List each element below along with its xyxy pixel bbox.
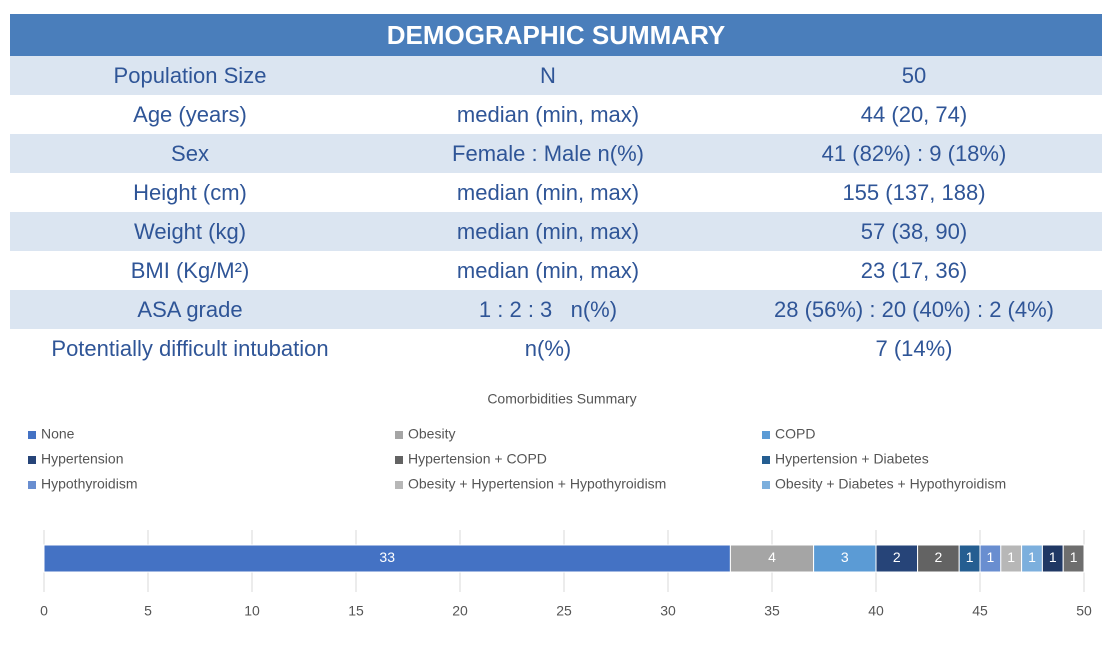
table-row: ASA grade 1 : 2 : 3 n(%) 28 (56%) : 20 (40… — [10, 290, 1102, 329]
x-tick-label: 20 — [452, 603, 468, 619]
table-cell: N — [540, 63, 556, 88]
x-tick-label: 45 — [972, 603, 988, 619]
table-row: Weight (kg) median (min, max) 57 (38, 90) — [10, 212, 1102, 251]
bar-segment — [813, 544, 877, 573]
bar-segment — [979, 544, 1002, 573]
table-cell: 28 (56%) : 20 (40%) : 2 (4%) — [773, 297, 1054, 322]
x-tick-label: 5 — [144, 603, 152, 619]
chart-title: Comorbidities Summary — [487, 391, 636, 407]
legend-swatch — [395, 481, 403, 489]
bar-segment — [917, 544, 960, 573]
table-cell: Potentially difficult intubation — [51, 336, 329, 361]
legend-label: Hypertension + COPD — [408, 451, 547, 467]
x-tick-label: 35 — [764, 603, 780, 619]
table-cell: Weight (kg) — [133, 219, 247, 244]
table-cell: ASA grade — [137, 297, 243, 322]
table-row: Height (cm) median (min, max) 155 (137, 18… — [10, 173, 1102, 212]
legend-swatch — [762, 456, 770, 464]
table-cell: median (min, max) — [456, 102, 640, 127]
legend-label: Hypertension + Diabetes — [775, 451, 929, 467]
legend-label: COPD — [775, 426, 815, 442]
legend-swatch — [28, 481, 36, 489]
data-label: 33 — [379, 549, 395, 565]
data-label: 1 — [1070, 549, 1078, 565]
bar-segment — [1062, 544, 1085, 573]
table-row: Age (years) median (min, max) 44 (20, 74) — [10, 95, 1102, 134]
data-label: 1 — [1049, 549, 1057, 565]
data-label: 1 — [987, 549, 995, 565]
x-tick-label: 30 — [660, 603, 676, 619]
legend-label: Hypertension — [41, 451, 124, 467]
legend-swatch — [28, 431, 36, 439]
table-cell: 155 (137, 188) — [842, 180, 986, 205]
bar-segment — [875, 544, 919, 573]
x-tick-label: 0 — [40, 603, 48, 619]
table-row: Potentially difficult intubation n(%) 7 (1… — [10, 329, 1102, 368]
data-label: 2 — [935, 549, 943, 565]
table-cell: 41 (82%) : 9 (18%) — [821, 141, 1007, 166]
bar-segment — [43, 544, 731, 573]
data-label: 3 — [841, 549, 849, 565]
x-tick-label: 10 — [244, 603, 260, 619]
x-tick-label: 40 — [868, 603, 884, 619]
data-label: 1 — [1007, 549, 1015, 565]
table-cell: 23 (17, 36) — [860, 258, 968, 283]
legend-label: Obesity + Diabetes + Hypothyroidism — [775, 476, 1006, 492]
bar-segment — [1021, 544, 1043, 573]
table-cell: 57 (38, 90) — [860, 219, 968, 244]
legend-label: Obesity — [408, 426, 455, 442]
table-cell: median (min, max) — [456, 258, 640, 283]
legend-label: Hypothyroidism — [41, 476, 137, 492]
x-tick-label: 50 — [1076, 603, 1092, 619]
table-cell: BMI (Kg/M²) — [130, 258, 250, 283]
table-cell: 7 (14%) — [875, 336, 953, 361]
table-cell: Population Size — [113, 63, 267, 88]
table-row: Sex Female : Male n(%) 41 (82%) : 9 (18%) — [10, 134, 1102, 173]
table-cell: 50 — [901, 63, 927, 88]
legend-swatch — [762, 431, 770, 439]
legend-swatch — [28, 456, 36, 464]
x-tick-label: 15 — [348, 603, 364, 619]
table-cell: Sex — [171, 141, 209, 166]
table-body: Population Size N 50 Age (years) median (min… — [10, 56, 1102, 368]
bar-segment — [1000, 544, 1023, 573]
data-label: 1 — [1028, 549, 1036, 565]
table-cell: Height (cm) — [133, 180, 247, 205]
bar-segment — [729, 544, 815, 573]
legend-label: None — [41, 426, 75, 442]
legend-swatch — [395, 431, 403, 439]
summary-table: DEMOGRAPHIC SUMMARY Population Size N 50 Ag… — [10, 14, 1102, 368]
data-label: 1 — [966, 549, 974, 565]
table-row: Population Size N 50 — [10, 56, 1102, 95]
table-cell: Age (years) — [133, 102, 247, 127]
legend-swatch — [395, 456, 403, 464]
data-label: 2 — [893, 549, 901, 565]
legend-label: Obesity + Hypertension + Hypothyroidism — [408, 476, 666, 492]
table-cell: 44 (20, 74) — [860, 102, 968, 127]
x-tick-label: 25 — [556, 603, 572, 619]
table-row: BMI (Kg/M²) median (min, max) 23 (17, 36) — [10, 251, 1102, 290]
table-cell: 1 : 2 : 3 n(%) — [478, 297, 618, 322]
table-cell: median (min, max) — [456, 180, 640, 205]
table-cell: n(%) — [524, 336, 572, 361]
table-cell: Female : Male n(%) — [452, 141, 644, 166]
bar-segment — [958, 544, 981, 573]
data-label: 4 — [768, 549, 776, 565]
table-title: DEMOGRAPHIC SUMMARY — [10, 14, 1102, 56]
legend-swatch — [762, 481, 770, 489]
table-cell: median (min, max) — [456, 219, 640, 244]
bar-segment — [1041, 544, 1064, 573]
